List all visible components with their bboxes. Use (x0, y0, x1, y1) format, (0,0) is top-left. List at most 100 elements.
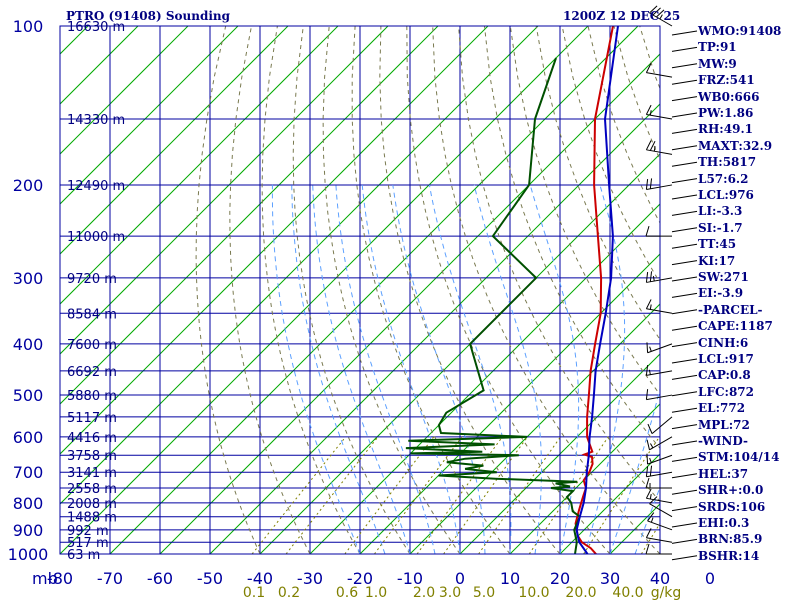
wind-barb (649, 5, 673, 27)
index-value: SRDS:106 (698, 499, 766, 514)
index-value: HEL:37 (698, 466, 749, 481)
dry-adiabat (292, 26, 411, 554)
pressure-tick-label: 300 (13, 269, 44, 288)
index-value: MW:9 (698, 56, 737, 71)
index-value: WMO:91408 (698, 24, 782, 38)
index-leader (671, 325, 698, 331)
index-leader (671, 473, 698, 479)
index-value: MAXT:32.9 (698, 138, 773, 153)
isotherm-line (409, 303, 660, 554)
pressure-tick-label: 800 (13, 494, 44, 513)
moist-adiabat (473, 184, 542, 554)
index-value: EI:-3.9 (698, 286, 744, 301)
moist-adiabat (584, 184, 626, 554)
mixing-ratio-label: 2.0 (413, 585, 435, 600)
wind-barb (647, 416, 673, 435)
dewpoint-profile (405, 57, 582, 554)
wind-barb (645, 543, 672, 555)
index-value: TT:45 (698, 237, 737, 252)
height-label: 16630 m (67, 20, 125, 35)
temperature-tick-label: -10 (397, 569, 423, 588)
index-leader (671, 358, 698, 364)
index-leader (671, 112, 698, 118)
mixing-ratio-label: g/kg (651, 585, 682, 600)
pressure-tick-label: 200 (13, 176, 44, 195)
mixing-ratio-label: 1.0 (365, 585, 387, 600)
index-leader (671, 424, 698, 430)
index-value: WB0:666 (698, 89, 760, 104)
height-label: 3758 m (67, 449, 117, 464)
mixing-ratio-line (528, 436, 609, 554)
index-value: RH:49.1 (698, 122, 753, 137)
index-leader (671, 227, 698, 233)
index-value: SI:-1.7 (698, 220, 743, 235)
temperature-tick-label: -20 (347, 569, 373, 588)
wind-barb (646, 342, 673, 354)
dry-adiabat (195, 26, 261, 554)
pressure-tick-label: 700 (13, 463, 44, 482)
pressure-tick-label: 500 (13, 386, 44, 405)
wind-barb (646, 453, 673, 465)
index-leader (671, 161, 698, 167)
index-value: LCL:976 (698, 188, 754, 202)
index-leader (671, 440, 698, 446)
index-leader (671, 96, 698, 102)
isotherm-line (60, 26, 289, 255)
height-label: 2558 m (67, 482, 117, 497)
mixing-ratio-label: 20.0 (565, 585, 596, 600)
isotherm-line (359, 253, 660, 554)
index-value: STM:104/14 (698, 450, 780, 465)
mixing-ratio-label: 5.0 (473, 585, 495, 600)
mixing-ratio-line (344, 436, 435, 554)
index-leader (671, 243, 698, 249)
isotherm-line (209, 103, 660, 554)
isotherm-line (459, 353, 660, 554)
wind-barb (647, 512, 673, 531)
index-leader (671, 79, 698, 85)
isotherm-line (60, 26, 239, 205)
index-leader (671, 178, 698, 184)
temperature-tick-label: -30 (297, 569, 323, 588)
height-label: 11000 m (67, 230, 125, 245)
isotherm-line (559, 453, 660, 554)
isotherm-line (60, 26, 539, 505)
wind-barb (645, 178, 673, 190)
temperature-tick-label: 0 (705, 569, 715, 588)
moist-adiabat (361, 184, 461, 554)
wind-barb (645, 488, 673, 504)
index-leader (671, 456, 698, 462)
temperature-tick-label: 30 (600, 569, 620, 588)
index-value: CAPE:1187 (698, 319, 773, 334)
moist-adiabat (529, 184, 580, 554)
moist-adiabat (291, 184, 386, 554)
mixing-ratio-line (583, 436, 660, 554)
wind-barb (645, 104, 673, 120)
index-leader (671, 128, 698, 134)
mixing-ratio-label: 40.0 (612, 585, 643, 600)
wind-barb (645, 465, 673, 478)
pressure-tick-label: 400 (13, 335, 44, 354)
index-value: EHI:0.3 (698, 516, 750, 530)
height-label: 9720 m (67, 272, 117, 287)
index-leader (671, 276, 698, 282)
index-value: SHR+:0.0 (698, 483, 764, 498)
valid-time: 1200Z 12 DEC 25 (563, 9, 681, 23)
dry-adiabat (484, 26, 660, 450)
height-label: 3141 m (67, 466, 117, 481)
height-label: 7600 m (67, 338, 117, 353)
index-value: -PARCEL- (698, 302, 763, 317)
pressure-tick-label: 900 (13, 521, 44, 540)
index-leader (671, 407, 698, 413)
index-value: PW:1.86 (698, 106, 754, 120)
temperature-tick-label: 40 (650, 569, 670, 588)
index-leader (671, 210, 698, 216)
wind-barb (646, 436, 673, 451)
index-leader (671, 538, 698, 544)
wind-barb (645, 528, 673, 543)
pressure-tick-label: 100 (13, 17, 44, 36)
dry-adiabat (458, 26, 660, 503)
index-leader (671, 260, 698, 266)
moist-adiabat (271, 184, 361, 554)
temperature-tick-label: 20 (550, 569, 570, 588)
